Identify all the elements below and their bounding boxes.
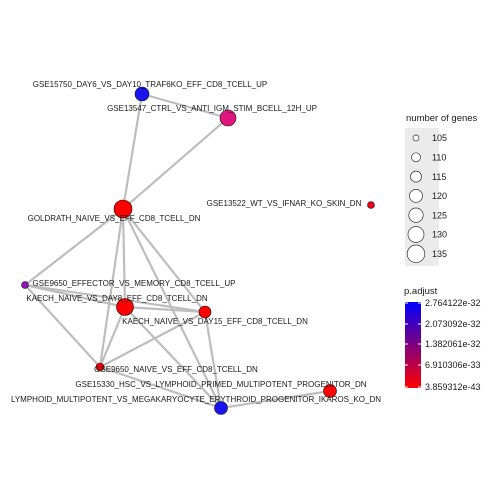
size-legend: number of genes 105 110 115 120 125 130 135 bbox=[405, 113, 478, 266]
size-legend-circle bbox=[409, 189, 423, 203]
color-legend-title: p.adjust bbox=[404, 286, 438, 297]
edge-n3-n5 bbox=[23, 207, 125, 287]
node-n6[interactable] bbox=[116, 298, 134, 316]
color-legend-label: 2.073092e-32 bbox=[425, 319, 481, 329]
node-n8[interactable] bbox=[95, 362, 105, 372]
edge-n8-n10 bbox=[98, 365, 223, 410]
size-legend-circle bbox=[406, 244, 426, 263]
node-n2[interactable] bbox=[219, 109, 237, 127]
size-legend-circle bbox=[412, 134, 420, 142]
size-legend-circle bbox=[410, 170, 422, 183]
size-legend-circle bbox=[407, 226, 425, 243]
size-legend-label: 130 bbox=[432, 230, 447, 240]
node-label: GSE15330_HSC_VS_LYMPHOID_PRIMED_MULTIPOT… bbox=[75, 380, 366, 389]
size-legend-circle bbox=[411, 152, 421, 163]
edge-layer bbox=[23, 92, 332, 410]
size-legend-circle bbox=[408, 207, 424, 223]
size-legend-label: 105 bbox=[432, 133, 447, 143]
size-legend-label: 135 bbox=[432, 249, 447, 259]
label-layer: GSE15750_DAY6_VS_DAY10_TRAF6KO_EFF_CD8_T… bbox=[11, 80, 381, 404]
edge-n6-n8 bbox=[98, 305, 127, 369]
node-label: GSE9650_NAIVE_VS_EFF_CD8_TCELL_DN bbox=[94, 365, 258, 374]
node-n3[interactable] bbox=[113, 199, 133, 219]
size-legend-label: 110 bbox=[432, 153, 446, 163]
edge-n2-n3 bbox=[121, 116, 230, 211]
node-n5[interactable] bbox=[21, 281, 29, 289]
edge-n3-n8 bbox=[98, 207, 125, 369]
edge-n1-n2 bbox=[140, 92, 230, 120]
edge-n7-n8 bbox=[98, 310, 207, 369]
edge-n9-n10 bbox=[219, 389, 332, 410]
edge-n3-n6 bbox=[121, 207, 127, 309]
node-label: GSE15750_DAY6_VS_DAY10_TRAF6KO_EFF_CD8_T… bbox=[33, 80, 267, 89]
edge-n1-n3 bbox=[121, 92, 144, 211]
node-layer bbox=[21, 86, 375, 415]
edge-n5-n8 bbox=[23, 283, 102, 369]
edge-n6-n10 bbox=[123, 305, 223, 410]
size-legend-label: 125 bbox=[432, 210, 447, 220]
node-label: GSE13547_CTRL_VS_ANTI_IGM_STIM_BCELL_12H… bbox=[107, 104, 317, 113]
node-label: LYMPHOID_MULTIPOTENT_VS_MEGAKARYOCYTE_ER… bbox=[11, 395, 381, 404]
color-legend-label: 2.764122e-32 bbox=[425, 298, 481, 308]
size-legend-label: 120 bbox=[432, 191, 447, 201]
edge-n3-n7 bbox=[121, 207, 207, 314]
node-label: GOLDRATH_NAIVE_VS_EFF_CD8_TCELL_DN bbox=[28, 214, 201, 223]
node-n1[interactable] bbox=[134, 86, 150, 102]
node-label: GSE9650_EFFECTOR_VS_MEMORY_CD8_TCELL_UP bbox=[33, 279, 236, 288]
node-label: KAECH_NAIVE_VS_DAY15_EFF_CD8_TCELL_DN bbox=[122, 317, 308, 326]
node-n10[interactable] bbox=[214, 401, 228, 415]
color-legend-bar bbox=[405, 302, 421, 388]
color-legend-label: 6.910306e-33 bbox=[425, 360, 481, 370]
edge-n5-n7 bbox=[23, 283, 207, 314]
edge-n7-n10 bbox=[203, 310, 223, 410]
node-label: GSE13522_WT_VS_IFNAR_KO_SKIN_DN bbox=[207, 199, 362, 208]
node-n7[interactable] bbox=[198, 305, 212, 319]
node-n4[interactable] bbox=[367, 201, 375, 209]
edge-n3-n10 bbox=[121, 207, 223, 410]
node-n9[interactable] bbox=[323, 384, 337, 398]
edge-n5-n6 bbox=[23, 283, 127, 309]
edge-n6-n7 bbox=[123, 305, 207, 314]
color-legend: p.adjust 2.764122e-32 2.073092e-32 1.38206… bbox=[404, 286, 481, 392]
node-label: KAECH_NAIVE_VS_DAY8_EFF_CD8_TCELL_DN bbox=[26, 294, 207, 303]
color-legend-label: 3.859312e-43 bbox=[425, 382, 481, 392]
color-legend-label: 1.382061e-32 bbox=[425, 339, 481, 349]
size-legend-title: number of genes bbox=[406, 113, 478, 124]
size-legend-label: 115 bbox=[432, 172, 446, 182]
